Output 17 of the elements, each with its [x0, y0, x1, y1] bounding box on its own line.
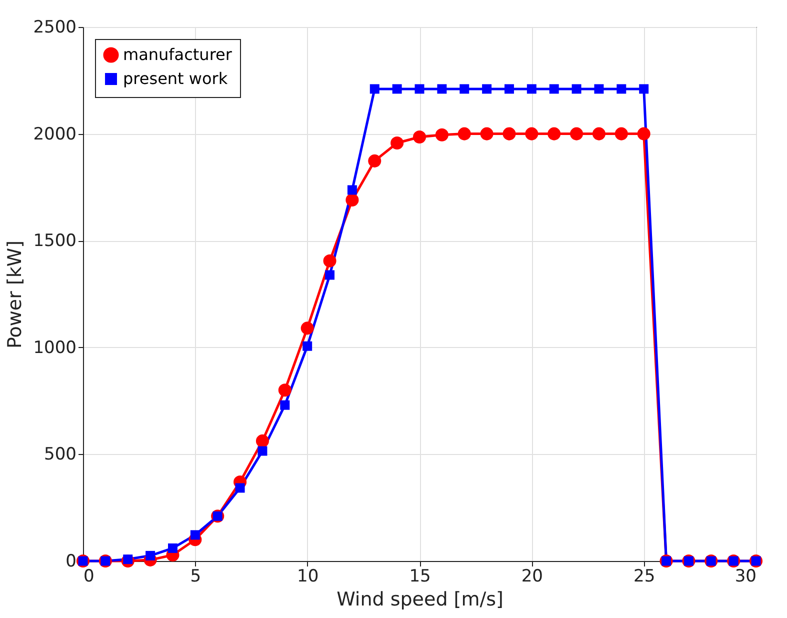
y-tick-label: 1500 — [33, 231, 76, 252]
x-tick-label: 0 — [84, 566, 94, 586]
x-tick-label: 5 — [190, 566, 202, 586]
y-tick-label: 0 — [66, 552, 76, 572]
x-tick-label: 25 — [634, 566, 656, 586]
y-tick-label: 2500 — [33, 18, 76, 38]
legend-label: present work — [123, 69, 228, 88]
y-tick-label: 1000 — [33, 338, 76, 358]
legend-label: manufacturer — [123, 45, 232, 64]
x-axis-title: Wind speed [m/s] — [336, 588, 504, 610]
y-axis-title: Power [kW] — [4, 240, 26, 349]
x-tick-label: 20 — [521, 566, 543, 586]
y-tick-label: 2000 — [33, 124, 76, 144]
x-tick-label: 15 — [409, 566, 431, 586]
y-tick-label: 500 — [44, 444, 76, 465]
x-tick-label: 10 — [297, 566, 319, 586]
x-tick-label: 30 — [734, 566, 756, 586]
